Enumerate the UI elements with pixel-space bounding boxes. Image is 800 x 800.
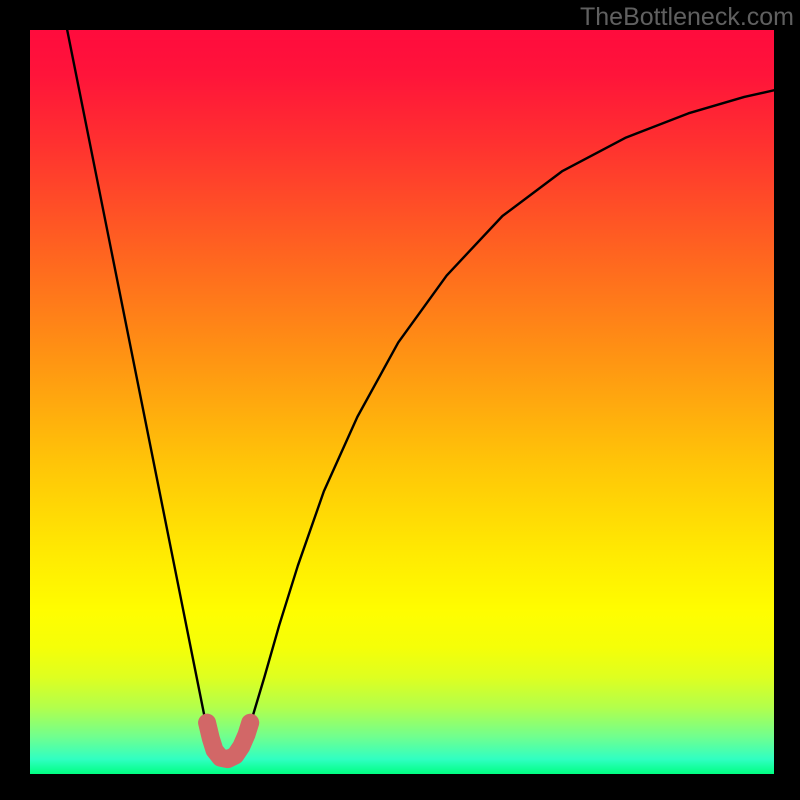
frame-border-right bbox=[770, 0, 800, 800]
frame-border-bottom bbox=[0, 770, 800, 800]
frame-border-left bbox=[0, 0, 30, 800]
figure-root: TheBottleneck.com bbox=[0, 0, 800, 800]
plot-svg bbox=[30, 30, 774, 774]
plot-area bbox=[30, 30, 774, 774]
watermark-text: TheBottleneck.com bbox=[580, 3, 794, 32]
